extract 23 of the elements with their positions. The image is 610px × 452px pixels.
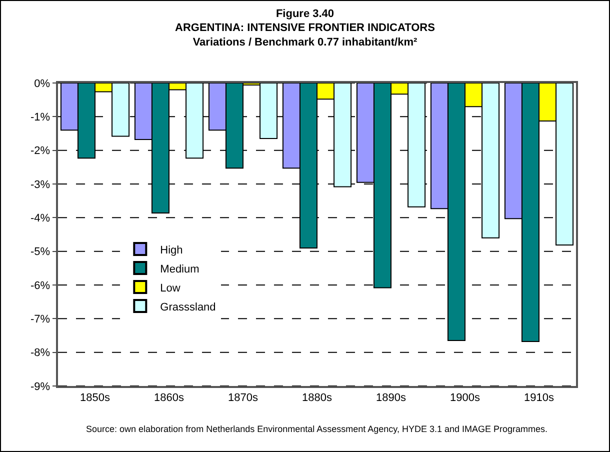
x-tick-label: 1850s (80, 392, 110, 404)
x-tick-label: 1880s (302, 392, 332, 404)
y-tick-label: -3% (30, 178, 50, 191)
y-tick-label: -8% (30, 347, 50, 360)
x-tick-label: 1860s (154, 392, 184, 404)
y-tick-label: -6% (30, 280, 50, 292)
y-tick-label: -1% (30, 112, 50, 124)
y-tick-label: -9% (30, 380, 50, 393)
y-tick-label: -7% (30, 314, 50, 326)
y-tick-label: -5% (30, 246, 50, 258)
legend-label: Low (160, 282, 180, 294)
legend-label: High (160, 244, 183, 256)
source-note: Source: own elaboration from Netherlands Environmental Assessment Agency, HYDE 3.1 and IMAGE Programmes. (86, 424, 548, 434)
x-tick-label: 1870s (228, 392, 258, 404)
legend-label: Grasssland (160, 301, 216, 314)
x-tick-label: 1900s (450, 392, 480, 404)
legend-label: Medium (160, 263, 200, 276)
y-tick-label: -2% (30, 145, 50, 158)
y-tick-label: -4% (30, 212, 50, 225)
x-tick-label: 1890s (376, 392, 406, 404)
x-tick-label: 1910s (524, 392, 554, 404)
y-tick-label: 0% (34, 78, 50, 90)
chart-title: Figure 3.40 ARGENTINA: INTENSIVE FRONTIER INDICATORS Variations / Benchmark 0.77 inhabitant/km² (175, 8, 435, 48)
